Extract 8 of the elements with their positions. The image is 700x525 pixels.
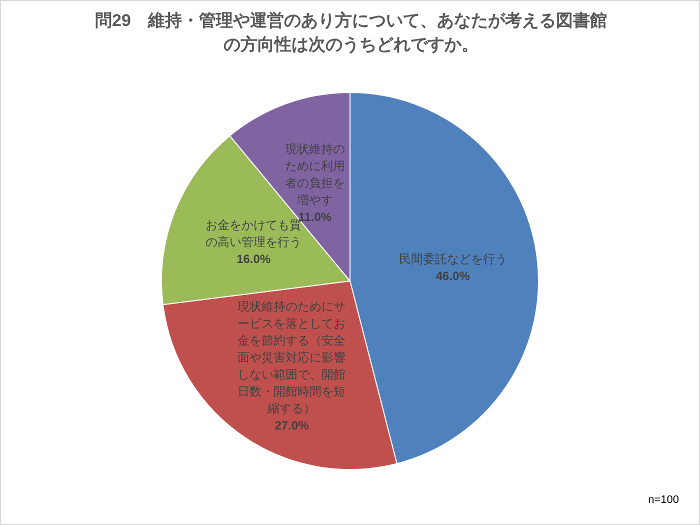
slice-label: 現状維持のために利用者の負担を増やす: [284, 142, 345, 207]
slice-label: 民間委託などを行う: [398, 252, 507, 266]
data-label: 27.0%: [274, 418, 310, 433]
text: n=100: [648, 494, 679, 506]
chart-title: 問29 維持・管理や運営のあり方について、あなたが考える図書館の方向性は次のうちどれですか。: [94, 10, 608, 56]
slice-label: 現状維持のためにサービスを落としてお金を節約する（安全面や災害対応に影響しない範囲で、開館日数・開館時間を短縮する）: [238, 300, 346, 416]
data-label: 46.0%: [436, 268, 470, 283]
data-label: 16.0%: [236, 252, 271, 266]
